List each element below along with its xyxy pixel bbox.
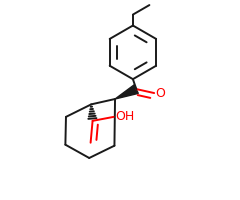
Text: O: O <box>156 87 166 100</box>
Polygon shape <box>115 85 138 99</box>
Text: OH: OH <box>115 110 134 123</box>
